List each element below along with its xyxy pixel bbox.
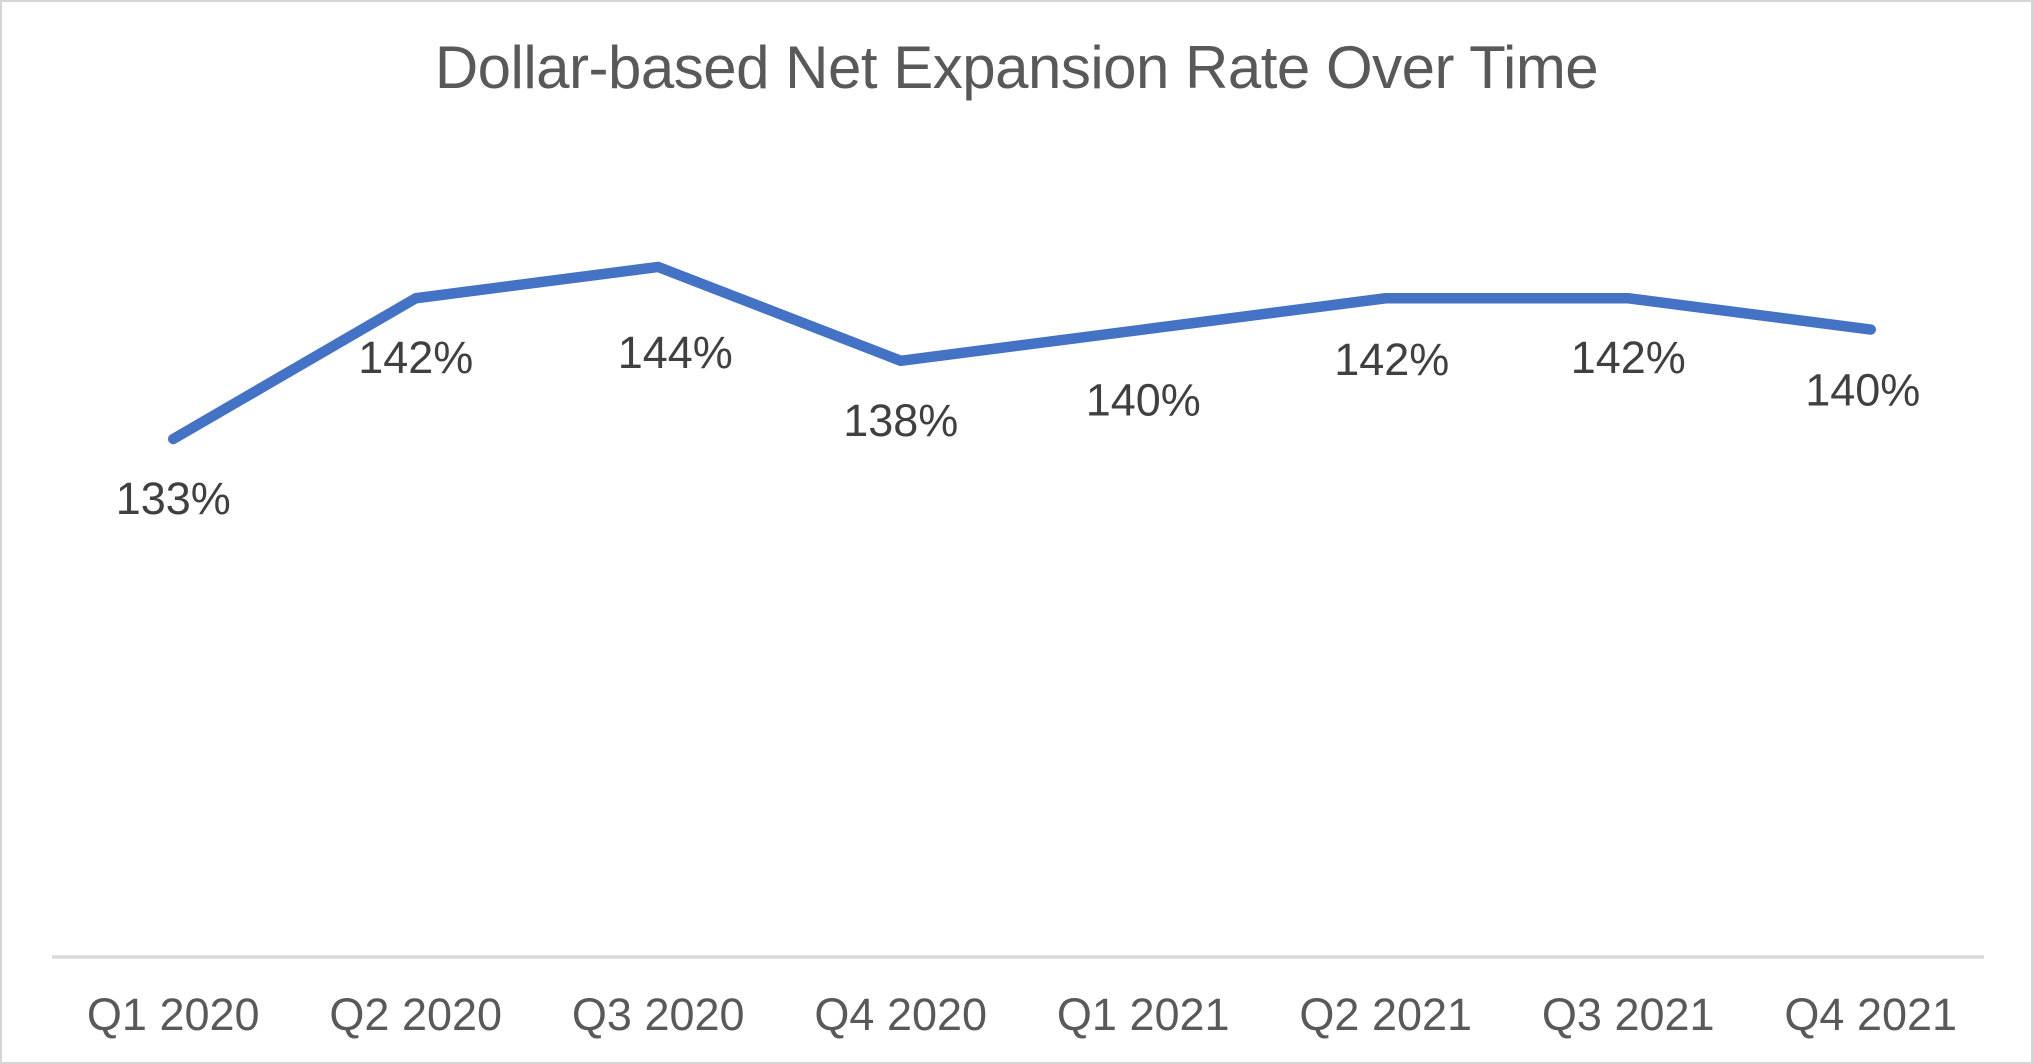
data-label: 133%: [116, 473, 231, 524]
x-axis-label: Q1 2021: [1057, 989, 1230, 1040]
x-axis-label: Q4 2021: [1784, 989, 1957, 1040]
data-label: 140%: [1805, 365, 1920, 416]
x-axis-label: Q4 2020: [814, 989, 987, 1040]
data-label: 144%: [618, 327, 733, 378]
data-line: [168, 261, 1876, 445]
x-axis-label: Q2 2020: [329, 989, 502, 1040]
x-axis-label: Q3 2020: [572, 989, 745, 1040]
data-label: 142%: [358, 332, 473, 383]
chart-title: Dollar-based Net Expansion Rate Over Tim…: [434, 34, 1599, 101]
x-axis-label: Q3 2021: [1542, 989, 1715, 1040]
data-label: 140%: [1086, 375, 1201, 426]
x-axis-label: Q2 2021: [1299, 989, 1472, 1040]
data-label: 142%: [1571, 332, 1686, 383]
data-label: 142%: [1334, 334, 1449, 385]
data-label: 138%: [843, 395, 958, 446]
x-axis-label: Q1 2020: [87, 989, 260, 1040]
